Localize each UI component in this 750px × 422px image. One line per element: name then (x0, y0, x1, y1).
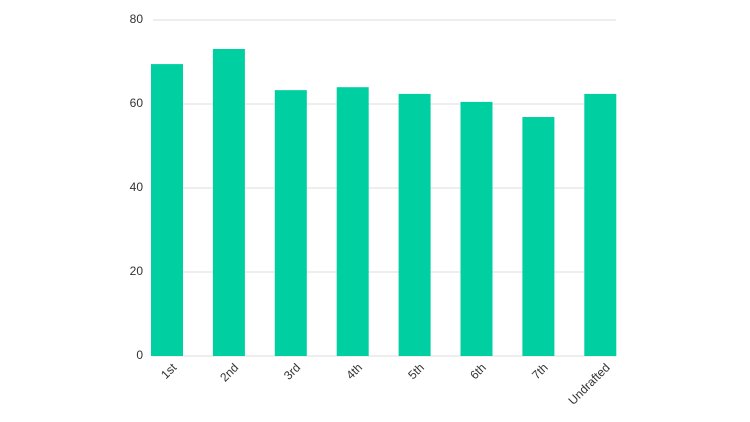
bar (460, 101, 493, 357)
y-tick-label: 20 (130, 264, 144, 278)
bar (212, 48, 245, 356)
x-tick-label: Undrafted (565, 360, 612, 407)
x-tick-label: 7th (529, 360, 551, 382)
x-tick-label: 4th (343, 360, 365, 382)
y-tick-label: 40 (130, 180, 144, 194)
y-tick-label: 80 (130, 12, 144, 26)
y-tick-label: 60 (130, 96, 144, 110)
y-tick-label: 0 (136, 348, 143, 362)
bar (398, 93, 431, 357)
x-tick-label: 3rd (281, 360, 303, 382)
bar (274, 90, 307, 356)
bar (151, 64, 183, 356)
bar (584, 93, 617, 357)
x-tick-label: 6th (467, 360, 489, 382)
x-tick-label: 2nd (217, 360, 241, 384)
x-tick-label: 5th (405, 360, 427, 382)
bar (336, 87, 369, 356)
bar (522, 117, 555, 357)
x-tick-label: 1st (158, 360, 180, 382)
